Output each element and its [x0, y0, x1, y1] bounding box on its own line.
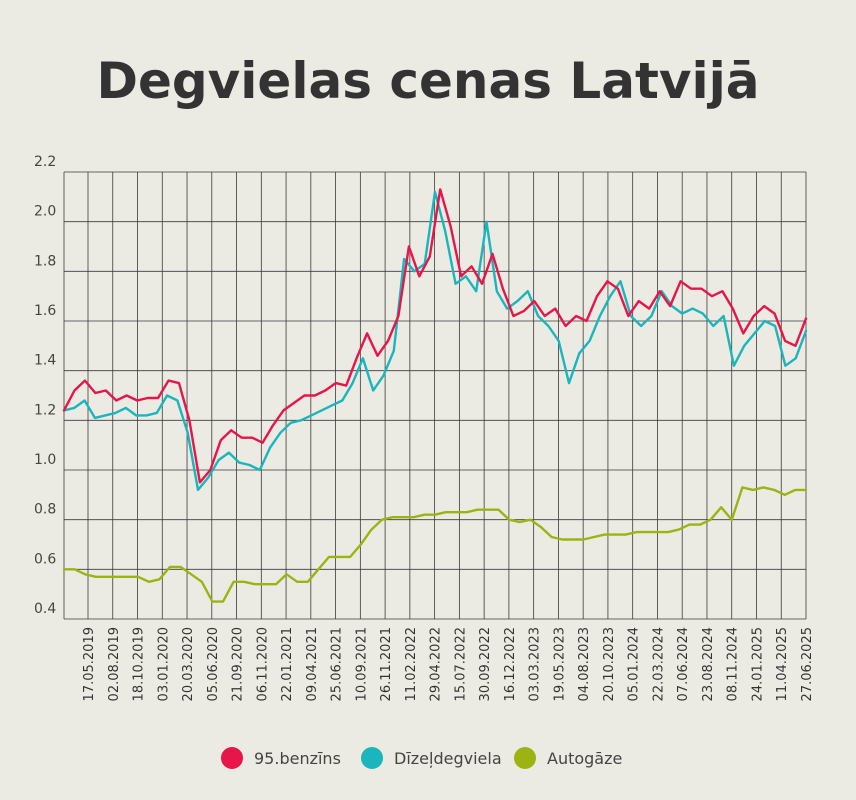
legend-marker: [361, 747, 383, 769]
legend: 95.benzīns Dīzeļdegviela Autogāze: [221, 747, 622, 769]
y-tick-label: 1.0: [34, 452, 56, 468]
x-tick-label: 11.04.2025: [775, 627, 790, 701]
x-tick-label: 05.06.2020: [206, 627, 221, 701]
y-tick-label: 1.6: [34, 303, 56, 319]
legend-label: 95.benzīns: [254, 749, 341, 768]
chart-title: Degvielas cenas Latvijā: [96, 52, 759, 110]
x-tick-label: 16.12.2022: [503, 627, 518, 701]
y-tick-label: 0.6: [34, 551, 56, 567]
series-line-2: [62, 486, 808, 603]
y-tick-label: 1.4: [34, 353, 56, 369]
x-tick-label: 17.05.2019: [82, 627, 97, 701]
x-tick-label: 29.04.2022: [429, 627, 444, 701]
series-line-1: [62, 190, 808, 492]
x-tick-label: 21.09.2020: [231, 627, 246, 701]
x-tick-label: 22.01.2021: [280, 627, 295, 701]
x-tick-label: 24.01.2025: [750, 627, 765, 701]
legend-label: Dīzeļdegviela: [394, 749, 502, 768]
legend-marker: [514, 747, 536, 769]
x-tick-label: 15.07.2022: [453, 627, 468, 701]
x-tick-label: 11.02.2022: [404, 627, 419, 701]
x-tick-label: 18.10.2019: [132, 627, 147, 701]
series-lines: [62, 188, 808, 603]
x-tick-label: 22.03.2024: [651, 627, 666, 701]
x-tick-label: 26.11.2021: [379, 627, 394, 701]
legend-label: Autogāze: [547, 749, 622, 768]
y-axis: 0.4 0.6 0.8 1.0 1.2 1.4 1.6 1.8 2.0 2.2: [34, 154, 56, 617]
x-tick-label: 05.01.2024: [627, 627, 642, 701]
y-tick-label: 0.8: [34, 502, 56, 518]
x-tick-label: 20.03.2020: [181, 627, 196, 701]
x-tick-label: 19.05.2023: [552, 627, 567, 701]
x-tick-label: 04.08.2023: [577, 627, 592, 701]
x-tick-label: 06.11.2020: [255, 627, 270, 701]
grid: [63, 171, 807, 620]
legend-marker: [221, 747, 243, 769]
y-tick-label: 0.4: [34, 601, 56, 617]
x-tick-label: 25.06.2021: [330, 627, 345, 701]
x-tick-label: 02.08.2019: [107, 627, 122, 701]
x-tick-label: 27.06.2025: [800, 627, 815, 701]
x-tick-label: 20.10.2023: [602, 627, 617, 701]
x-tick-label: 08.11.2024: [726, 627, 741, 701]
y-tick-label: 2.0: [34, 204, 56, 220]
x-tick-label: 07.06.2024: [676, 627, 691, 701]
x-tick-label: 10.09.2021: [354, 627, 369, 701]
x-tick-label: 23.08.2024: [701, 627, 716, 701]
y-tick-label: 1.2: [34, 402, 56, 418]
x-tick-label: 03.03.2023: [528, 627, 543, 701]
series-line-0: [62, 188, 808, 484]
x-tick-label: 03.01.2020: [156, 627, 171, 701]
y-tick-label: 1.8: [34, 253, 56, 269]
y-tick-label: 2.2: [34, 154, 56, 170]
x-tick-label: 09.04.2021: [305, 627, 320, 701]
x-tick-label: 30.09.2022: [478, 627, 493, 701]
x-axis: 17.05.2019 02.08.2019 18.10.2019 03.01.2020…: [82, 627, 815, 701]
